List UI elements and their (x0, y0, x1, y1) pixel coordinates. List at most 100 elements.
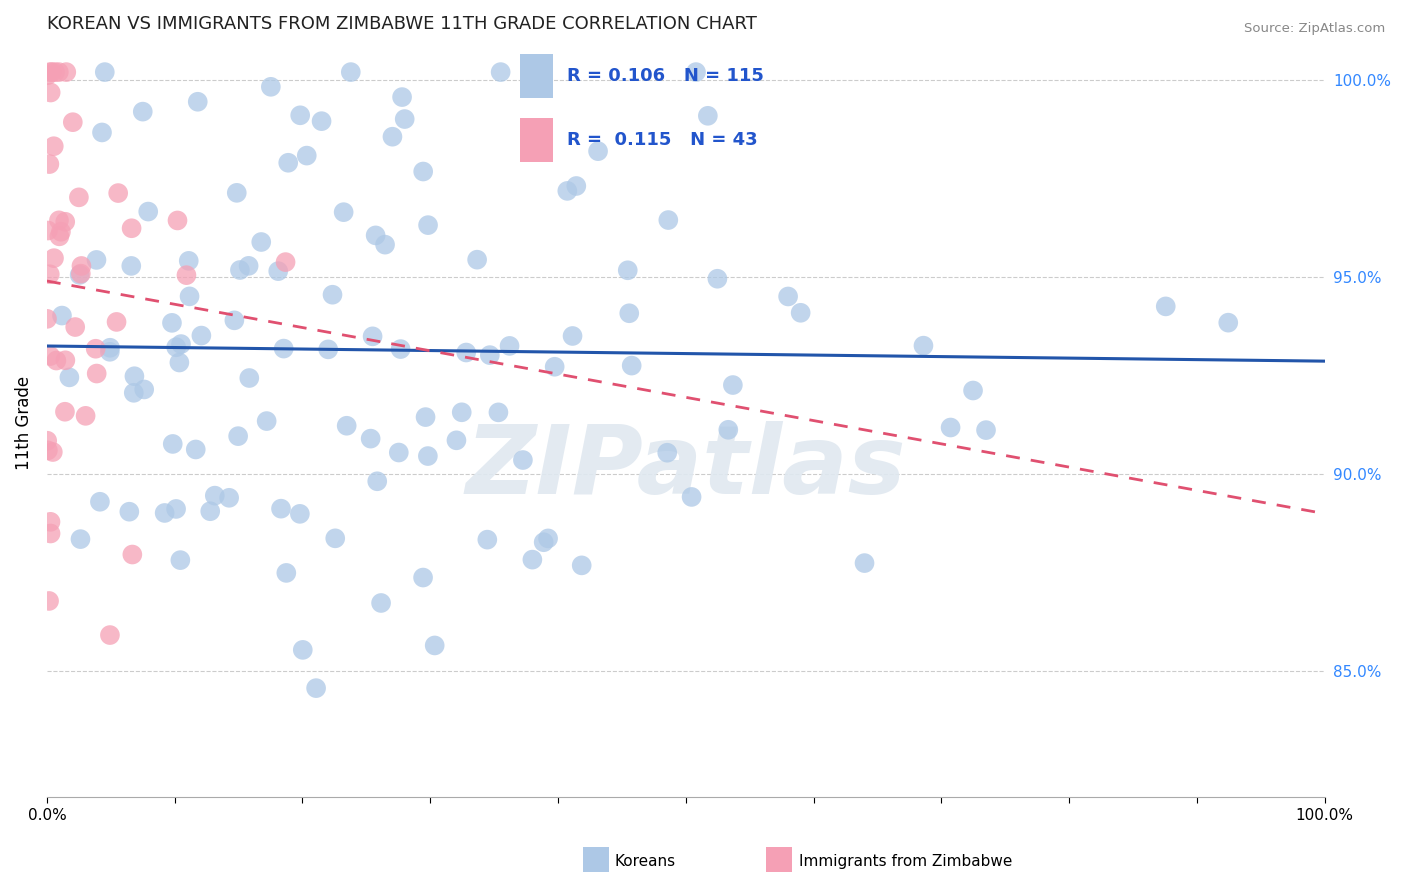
Point (53, 215, 76, 229)
Point (364, 228, 387, 243)
Point (1154, 299, 1177, 313)
Point (456, 345, 478, 359)
Point (170, 337, 193, 351)
Point (586, 144, 609, 158)
Point (696, 109, 718, 123)
Point (204, 489, 226, 503)
Point (489, 65, 512, 79)
Point (270, 501, 292, 516)
Point (42, 445, 65, 459)
Point (389, 342, 412, 356)
Point (49, 225, 72, 239)
Point (522, 552, 544, 566)
Point (321, 287, 343, 301)
Point (122, 385, 145, 400)
Point (311, 114, 333, 128)
Point (165, 340, 187, 354)
Point (415, 410, 437, 425)
Point (177, 253, 200, 268)
Point (288, 507, 311, 521)
Point (120, 259, 142, 273)
Point (267, 264, 290, 278)
Point (537, 532, 560, 546)
Point (200, 504, 222, 518)
Point (657, 213, 679, 227)
Point (412, 164, 434, 178)
Point (55, 65, 77, 79)
Point (48, 65, 70, 79)
Y-axis label: 11th Grade: 11th Grade (15, 376, 32, 470)
Point (58, 370, 80, 384)
Point (89, 495, 111, 509)
Point (291, 643, 314, 657)
Point (316, 343, 339, 357)
Point (169, 355, 191, 369)
Point (169, 553, 191, 567)
Point (238, 371, 260, 385)
Point (44, 65, 66, 79)
Point (35, 311, 58, 326)
Point (165, 502, 187, 516)
Point (381, 129, 404, 144)
Point (366, 475, 388, 489)
Point (681, 490, 703, 504)
Point (555, 184, 578, 198)
Point (276, 566, 298, 580)
Text: Source: ZipAtlas.com: Source: ZipAtlas.com (1244, 22, 1385, 36)
Point (91, 125, 114, 139)
Point (706, 271, 728, 285)
Point (388, 445, 411, 459)
Point (86, 252, 108, 267)
Point (86, 367, 108, 381)
Point (39, 86, 62, 100)
Point (162, 437, 184, 451)
Point (187, 95, 209, 109)
Point (39, 349, 62, 363)
Point (37, 223, 59, 237)
Point (374, 237, 396, 252)
Point (446, 434, 468, 448)
Point (370, 596, 392, 610)
Point (136, 204, 159, 219)
Point (565, 179, 588, 194)
Point (685, 65, 707, 79)
Point (107, 186, 129, 200)
Point (45, 353, 67, 368)
Point (290, 108, 312, 122)
Point (225, 186, 247, 200)
Point (465, 252, 488, 267)
Point (619, 306, 641, 320)
Point (53, 353, 76, 368)
Point (391, 90, 413, 104)
Point (295, 148, 318, 162)
Point (1218, 316, 1240, 330)
Point (657, 446, 679, 460)
Point (38, 594, 60, 608)
Point (305, 681, 328, 695)
Point (416, 449, 439, 463)
Point (323, 531, 346, 545)
Point (132, 104, 155, 119)
Point (274, 255, 297, 269)
Point (498, 339, 520, 353)
Text: Immigrants from Zimbabwe: Immigrants from Zimbabwe (799, 855, 1012, 869)
Point (218, 491, 240, 505)
Point (336, 418, 359, 433)
Point (94, 65, 117, 79)
Point (38, 157, 60, 171)
Point (98, 344, 121, 359)
Point (238, 259, 260, 273)
Point (75, 409, 97, 423)
Point (121, 548, 143, 562)
Point (42, 139, 65, 153)
Point (98, 341, 121, 355)
Point (69, 267, 91, 281)
Point (277, 155, 299, 169)
Point (70, 259, 93, 273)
Point (256, 414, 278, 428)
Text: Koreans: Koreans (614, 855, 675, 869)
Point (717, 423, 740, 437)
Point (260, 79, 283, 94)
Point (544, 359, 567, 374)
Point (412, 570, 434, 584)
